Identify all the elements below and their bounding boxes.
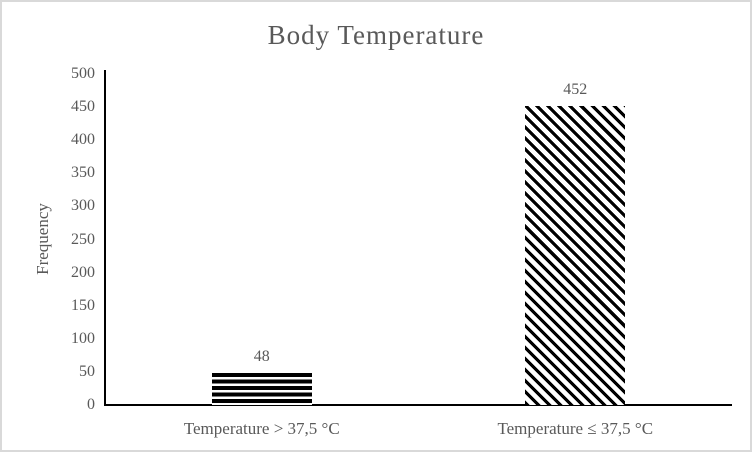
y-tick-label: 450 (71, 98, 95, 116)
bar-2 (525, 105, 626, 405)
x-axis-line (104, 404, 732, 406)
y-tick-label: 500 (71, 65, 95, 82)
y-tick-label: 350 (71, 164, 95, 182)
y-tick-label: 50 (79, 362, 95, 380)
data-label-2: 452 (563, 80, 588, 98)
y-tick-label: 300 (71, 197, 95, 215)
chart-title: Body Temperature (267, 20, 485, 50)
y-tick-label: 200 (71, 263, 95, 281)
y-tick-label: 250 (71, 230, 95, 248)
category-label-2: Temperature ≤ 37,5 °C (497, 419, 654, 438)
y-tick-label: 150 (71, 296, 95, 314)
y-tick-label: 0 (87, 396, 95, 413)
data-label-1: 48 (253, 348, 270, 366)
y-axis-line (104, 70, 106, 406)
y-tick-label: 400 (71, 131, 95, 149)
category-label-1: Temperature > 37,5 °C (183, 419, 340, 438)
y-tick-label: 100 (71, 329, 95, 347)
bar-1 (211, 373, 312, 405)
